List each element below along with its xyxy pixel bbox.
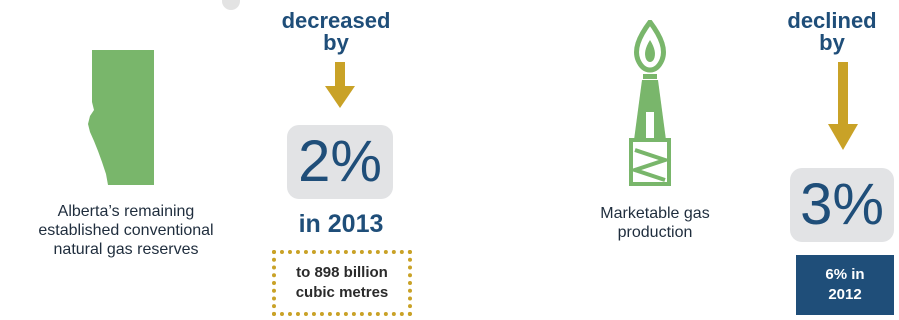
production-label: Marketable gas production — [560, 204, 750, 242]
production-label-line: production — [617, 224, 693, 241]
reserves-label-line: natural gas reserves — [53, 241, 199, 258]
declined-word: declined — [787, 8, 877, 33]
decreased-word: decreased — [281, 8, 391, 33]
percent-decline-box: 3% — [790, 168, 894, 242]
detail-line: cubic metres — [295, 284, 389, 301]
prior-line: 6% in — [825, 266, 865, 283]
by-word: by — [819, 30, 845, 55]
decreased-heading: decreased by — [266, 10, 406, 54]
prior-year-box: 6% in 2012 — [796, 255, 894, 315]
reserves-label-line: Alberta’s remaining — [57, 203, 195, 220]
by-word: by — [323, 30, 349, 55]
percent-value: 2% — [298, 129, 382, 194]
percent-value: 3% — [800, 172, 884, 237]
alberta-map-icon — [84, 48, 156, 188]
percent-decrease-box: 2% — [287, 125, 393, 199]
reserves-detail-box: to 898 billion cubic metres — [272, 250, 412, 316]
year-label: in 2013 — [298, 210, 384, 238]
production-label-line: Marketable gas — [600, 205, 710, 222]
down-arrow-icon — [828, 62, 858, 150]
decorative-dot — [222, 0, 240, 10]
reserves-label: Alberta’s remaining established conventi… — [10, 202, 242, 259]
gas-flare-tower-icon — [622, 17, 678, 186]
declined-heading: declined by — [772, 10, 892, 54]
prior-line: 2012 — [828, 286, 862, 303]
down-arrow-icon — [325, 62, 355, 108]
detail-line: to 898 billion — [296, 264, 388, 281]
reserves-label-line: established conventional — [38, 222, 214, 239]
